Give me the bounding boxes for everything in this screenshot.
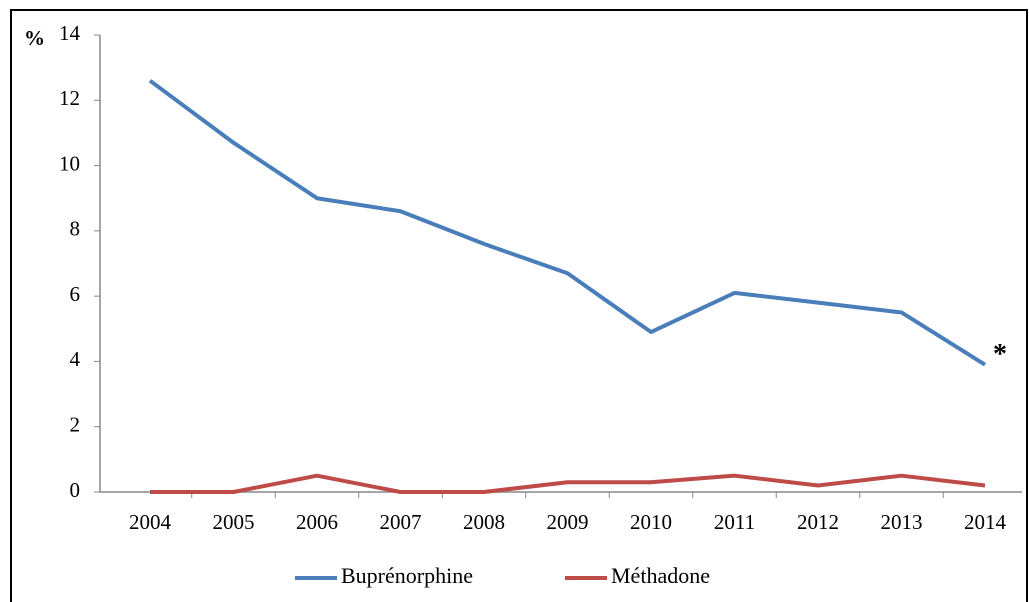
x-tick-label: 2011 <box>714 510 755 534</box>
y-tick-label: 4 <box>70 347 81 371</box>
x-tick-label: 2004 <box>129 510 172 534</box>
y-tick-label: 14 <box>59 21 81 45</box>
frame <box>10 9 1028 602</box>
annotation: * <box>993 339 1007 370</box>
y-tick-label: 0 <box>70 478 81 502</box>
y-axis-label: % <box>24 26 45 50</box>
series-line <box>148 79 987 367</box>
y-tick-label: 6 <box>70 282 81 306</box>
x-tick-label: 2014 <box>964 510 1007 534</box>
y-tick-label: 10 <box>59 151 80 175</box>
x-tick-label: 2013 <box>881 510 923 534</box>
series-line <box>150 473 986 494</box>
x-tick-label: 2007 <box>380 510 422 534</box>
x-tick-label: 2009 <box>547 510 589 534</box>
y-tick-label: 2 <box>70 413 81 437</box>
x-tick-label: 2005 <box>213 510 255 534</box>
y-tick-label: 12 <box>59 86 80 110</box>
x-tick-label: 2012 <box>797 510 839 534</box>
legend-label: Buprénorphine <box>341 563 473 588</box>
x-tick-label: 2006 <box>296 510 338 534</box>
legend-label: Méthadone <box>611 563 710 588</box>
x-tick-label: 2010 <box>630 510 672 534</box>
x-tick-label: 2008 <box>463 510 505 534</box>
y-tick-label: 8 <box>70 217 81 241</box>
